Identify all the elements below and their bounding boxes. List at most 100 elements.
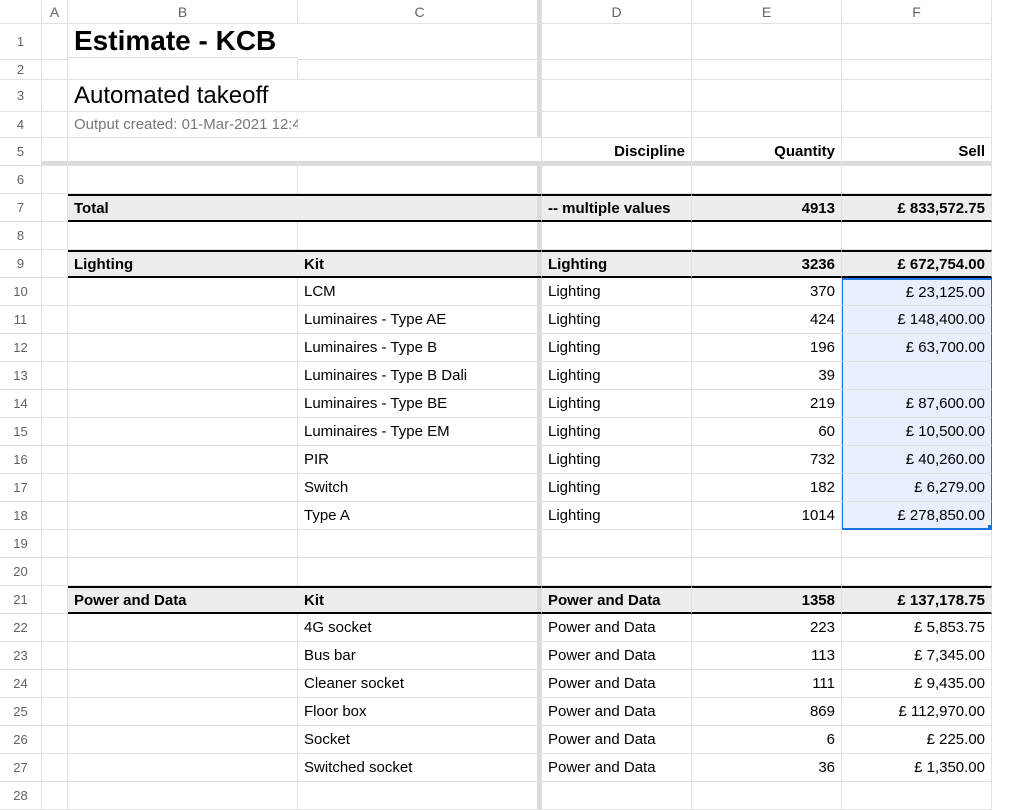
quantity-cell[interactable]: 60 bbox=[692, 418, 842, 446]
quantity-cell[interactable]: 869 bbox=[692, 698, 842, 726]
cell[interactable] bbox=[42, 670, 68, 698]
discipline-cell[interactable]: Power and Data bbox=[542, 670, 692, 698]
cell[interactable] bbox=[298, 782, 542, 810]
cell[interactable] bbox=[68, 138, 298, 166]
cell[interactable] bbox=[42, 112, 68, 138]
discipline-cell[interactable]: Power and Data bbox=[542, 642, 692, 670]
quantity-cell[interactable]: 223 bbox=[692, 614, 842, 642]
discipline-cell[interactable]: Lighting bbox=[542, 502, 692, 530]
cell[interactable] bbox=[542, 166, 692, 194]
kit-cell[interactable]: Luminaires - Type EM bbox=[298, 418, 542, 446]
cell[interactable] bbox=[42, 60, 68, 80]
section-kit-header[interactable]: Kit bbox=[298, 586, 542, 614]
discipline-cell[interactable]: Power and Data bbox=[542, 698, 692, 726]
sell-cell[interactable]: £ 1,350.00 bbox=[842, 754, 992, 782]
cell[interactable] bbox=[68, 306, 298, 334]
col-header-D[interactable]: D bbox=[542, 0, 692, 24]
sell-cell[interactable]: £ 112,970.00 bbox=[842, 698, 992, 726]
row-header-1[interactable]: 1 bbox=[0, 24, 42, 60]
cell[interactable] bbox=[298, 112, 542, 138]
cell[interactable] bbox=[68, 418, 298, 446]
cell[interactable] bbox=[542, 24, 692, 60]
cell[interactable] bbox=[842, 782, 992, 810]
cell[interactable] bbox=[68, 558, 298, 586]
cell[interactable] bbox=[68, 390, 298, 418]
discipline-cell[interactable]: Power and Data bbox=[542, 726, 692, 754]
sell-cell[interactable]: £ 148,400.00 bbox=[842, 306, 992, 334]
row-header-2[interactable]: 2 bbox=[0, 60, 42, 80]
sell-cell[interactable]: £ 278,850.00 bbox=[842, 502, 992, 530]
total-discipline[interactable]: -- multiple values bbox=[542, 194, 692, 222]
cell[interactable] bbox=[42, 222, 68, 250]
discipline-cell[interactable]: Lighting bbox=[542, 334, 692, 362]
cell[interactable] bbox=[42, 446, 68, 474]
cell[interactable] bbox=[68, 278, 298, 306]
cell[interactable] bbox=[692, 530, 842, 558]
meta-text[interactable]: Output created: 01-Mar-2021 12:40 (UTC) bbox=[68, 112, 298, 138]
row-header-4[interactable]: 4 bbox=[0, 112, 42, 138]
cell[interactable] bbox=[42, 698, 68, 726]
cell[interactable] bbox=[542, 80, 692, 112]
cell[interactable] bbox=[842, 24, 992, 60]
row-header-12[interactable]: 12 bbox=[0, 334, 42, 362]
section-sell[interactable]: £ 672,754.00 bbox=[842, 250, 992, 278]
row-header-14[interactable]: 14 bbox=[0, 390, 42, 418]
row-header-3[interactable]: 3 bbox=[0, 80, 42, 112]
cell[interactable] bbox=[68, 502, 298, 530]
row-header-25[interactable]: 25 bbox=[0, 698, 42, 726]
cell[interactable] bbox=[68, 530, 298, 558]
row-header-8[interactable]: 8 bbox=[0, 222, 42, 250]
cell[interactable] bbox=[42, 726, 68, 754]
cell[interactable] bbox=[542, 782, 692, 810]
quantity-cell[interactable]: 424 bbox=[692, 306, 842, 334]
kit-cell[interactable]: Switch bbox=[298, 474, 542, 502]
header-quantity[interactable]: Quantity bbox=[692, 138, 842, 166]
sell-cell[interactable]: £ 5,853.75 bbox=[842, 614, 992, 642]
cell[interactable] bbox=[692, 558, 842, 586]
cell[interactable] bbox=[298, 558, 542, 586]
cell[interactable] bbox=[42, 80, 68, 112]
row-header-20[interactable]: 20 bbox=[0, 558, 42, 586]
row-header-5[interactable]: 5 bbox=[0, 138, 42, 166]
cell[interactable] bbox=[42, 138, 68, 166]
cell[interactable] bbox=[298, 222, 542, 250]
cell[interactable] bbox=[42, 782, 68, 810]
row-header-16[interactable]: 16 bbox=[0, 446, 42, 474]
col-header-F[interactable]: F bbox=[842, 0, 992, 24]
spreadsheet-grid[interactable]: ABCDEF1Estimate - KCB23Automated takeoff… bbox=[0, 0, 1024, 810]
row-header-26[interactable]: 26 bbox=[0, 726, 42, 754]
kit-cell[interactable]: Socket bbox=[298, 726, 542, 754]
cell[interactable] bbox=[42, 642, 68, 670]
cell[interactable] bbox=[68, 166, 298, 194]
cell[interactable] bbox=[68, 726, 298, 754]
kit-cell[interactable]: LCM bbox=[298, 278, 542, 306]
row-header-11[interactable]: 11 bbox=[0, 306, 42, 334]
row-header-24[interactable]: 24 bbox=[0, 670, 42, 698]
cell[interactable] bbox=[68, 334, 298, 362]
discipline-cell[interactable]: Lighting bbox=[542, 362, 692, 390]
page-title[interactable]: Estimate - KCB bbox=[68, 24, 298, 58]
cell[interactable] bbox=[542, 112, 692, 138]
sell-cell[interactable]: £ 6,279.00 bbox=[842, 474, 992, 502]
quantity-cell[interactable]: 6 bbox=[692, 726, 842, 754]
kit-cell[interactable]: Luminaires - Type B Dali bbox=[298, 362, 542, 390]
header-sell[interactable]: Sell bbox=[842, 138, 992, 166]
discipline-cell[interactable]: Lighting bbox=[542, 390, 692, 418]
quantity-cell[interactable]: 39 bbox=[692, 362, 842, 390]
cell[interactable] bbox=[842, 558, 992, 586]
cell[interactable] bbox=[842, 80, 992, 112]
sell-cell[interactable]: £ 23,125.00 bbox=[842, 278, 992, 306]
cell[interactable] bbox=[692, 222, 842, 250]
cell[interactable] bbox=[68, 754, 298, 782]
kit-cell[interactable]: Luminaires - Type AE bbox=[298, 306, 542, 334]
col-header-C[interactable]: C bbox=[298, 0, 542, 24]
section-sell[interactable]: £ 137,178.75 bbox=[842, 586, 992, 614]
kit-cell[interactable]: Luminaires - Type B bbox=[298, 334, 542, 362]
row-header-21[interactable]: 21 bbox=[0, 586, 42, 614]
cell[interactable] bbox=[842, 530, 992, 558]
total-sell[interactable]: £ 833,572.75 bbox=[842, 194, 992, 222]
cell[interactable] bbox=[42, 614, 68, 642]
row-header-13[interactable]: 13 bbox=[0, 362, 42, 390]
row-header-7[interactable]: 7 bbox=[0, 194, 42, 222]
sell-cell[interactable]: £ 7,345.00 bbox=[842, 642, 992, 670]
